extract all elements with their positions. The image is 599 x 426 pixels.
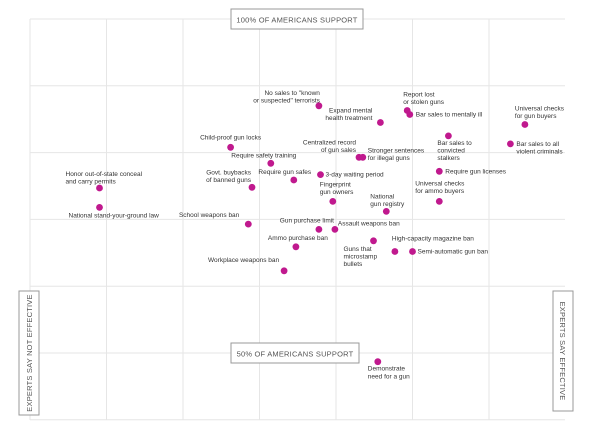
data-point[interactable] (359, 153, 367, 161)
data-point[interactable] (409, 248, 416, 255)
data-point-label: 3-day waiting period (326, 172, 385, 179)
data-point-label: National gun registry (370, 193, 405, 208)
data-point-label: High-capacity magazine ban (392, 236, 474, 243)
top-label: 100% OF AMERICANS SUPPORT (236, 16, 357, 25)
left-label-box (18, 290, 40, 416)
left-label: EXPERTS SAY NOT EFFECTIVE (25, 294, 34, 411)
data-point[interactable] (435, 167, 443, 175)
data-point-label: Guns that microstamp bullets (344, 246, 378, 268)
data-point-label: Expand mental health treatment (325, 108, 373, 123)
data-points: No sales to "known or suspected" terroris… (66, 90, 565, 381)
data-point-label: Ammo purchase ban (268, 235, 328, 242)
data-point[interactable] (445, 132, 452, 140)
axis-frames: 100% OF AMERICANS SUPPORT 50% OF AMERICA… (18, 8, 574, 416)
data-point-label: Semi-automatic gun ban (418, 249, 489, 256)
data-point-label: Centralized record of gun sales (303, 139, 357, 154)
data-point[interactable] (96, 204, 103, 211)
right-label-box (552, 290, 574, 412)
mid-label-box (230, 342, 360, 364)
data-point[interactable] (290, 176, 298, 184)
data-point-label: Bar sales to all violent criminals (516, 141, 563, 156)
data-point-label: Gun purchase limit (280, 217, 334, 224)
data-point[interactable] (406, 111, 414, 118)
data-point[interactable] (435, 198, 443, 205)
data-point-label: Require safety training (231, 152, 296, 159)
data-point[interactable] (331, 226, 339, 233)
data-point[interactable] (315, 226, 323, 233)
data-point-label: Universal checks for ammo buyers (415, 180, 465, 195)
data-point-label: Assault weapons ban (338, 220, 400, 227)
data-point[interactable] (507, 140, 514, 148)
data-point-label: Child-proof gun locks (200, 134, 262, 141)
data-point-label: Fingerprint gun owners (320, 181, 354, 196)
data-point[interactable] (292, 243, 300, 251)
data-point-label: Workplace weapons ban (208, 257, 279, 264)
data-point-label: Report lost or stolen guns (403, 92, 445, 107)
data-point[interactable] (521, 121, 529, 128)
data-point[interactable] (244, 220, 252, 228)
data-point-label: Honor out-of-state conceal and carry perm… (66, 171, 143, 186)
data-point[interactable] (315, 102, 323, 110)
data-point-label: Universal checks for gun buyers (515, 106, 565, 121)
right-label: EXPERTS SAY EFFECTIVE (558, 302, 567, 401)
data-point-label: No sales to "known or suspected" terroris… (253, 90, 320, 105)
data-point-label: Bar sales to mentally ill (416, 112, 483, 119)
data-point-label: National stand-your-ground law (69, 212, 160, 219)
data-point-label: Require gun licenses (445, 168, 506, 175)
data-point[interactable] (267, 159, 275, 167)
data-point[interactable] (329, 198, 337, 205)
data-point-label: Stronger sentences for illegal guns (368, 147, 425, 162)
data-point-label: Require gun safes (258, 169, 312, 176)
data-point[interactable] (248, 183, 256, 191)
data-point[interactable] (382, 208, 390, 215)
data-point[interactable] (374, 358, 382, 366)
data-point-label: School weapons ban (179, 212, 240, 219)
mid-label: 50% OF AMERICANS SUPPORT (237, 350, 354, 359)
data-point[interactable] (227, 143, 235, 151)
data-point-label: Demonstrate need for a gun (368, 366, 410, 381)
data-point-label: Bar sales to convicted stalkers (437, 140, 472, 162)
data-point[interactable] (317, 171, 324, 179)
data-point[interactable] (280, 267, 288, 275)
top-label-box (230, 8, 364, 30)
data-point[interactable] (377, 119, 384, 126)
data-point[interactable] (391, 248, 399, 255)
data-point-label: Govt. buybacks of banned guns (206, 169, 252, 184)
data-point[interactable] (96, 184, 103, 192)
data-point[interactable] (370, 237, 377, 245)
